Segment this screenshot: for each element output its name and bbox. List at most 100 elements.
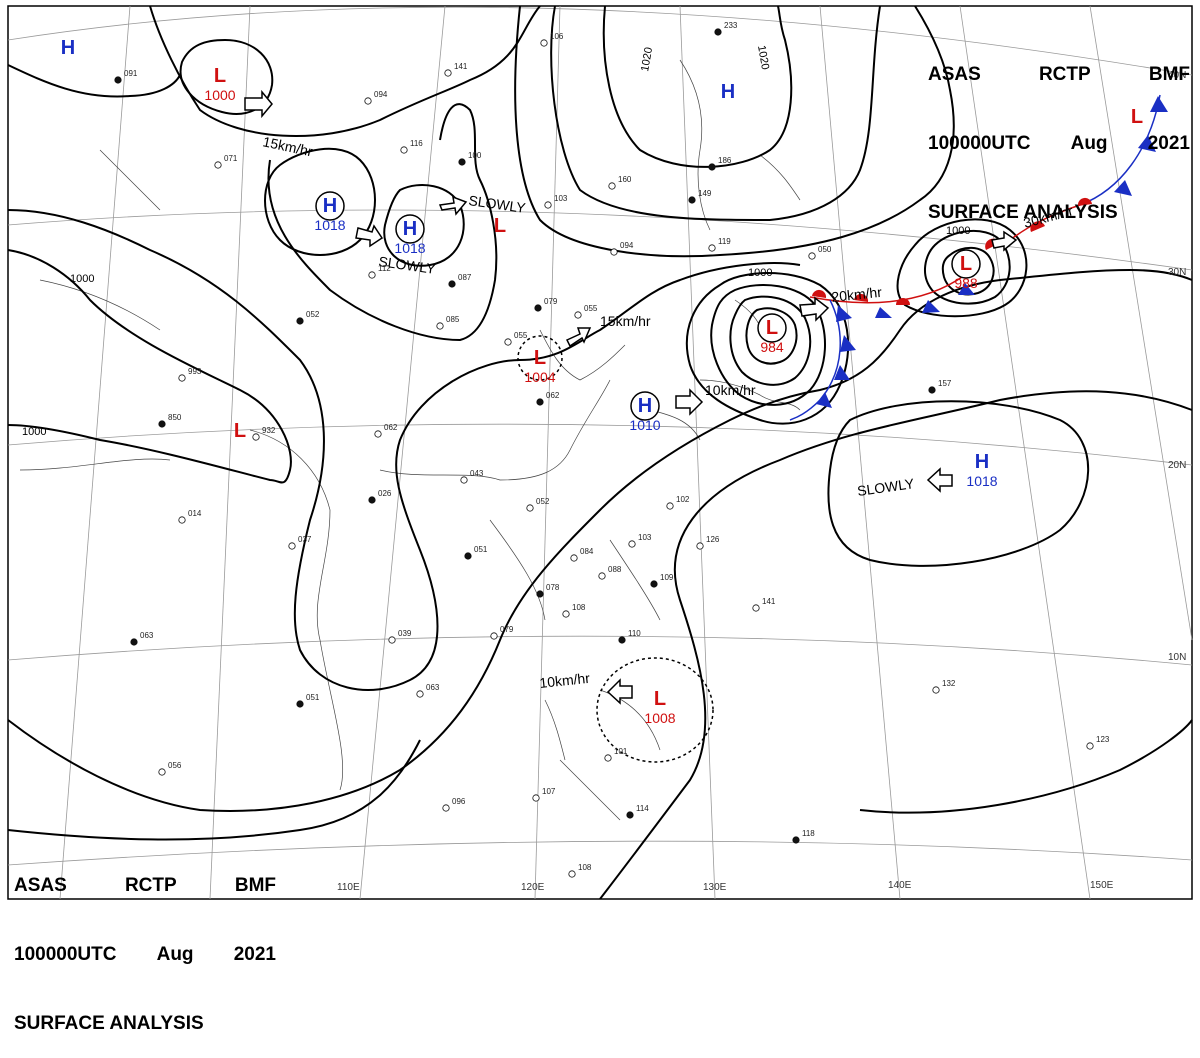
isobar-typhoon-inner-2 [745,307,798,365]
motion-label: 15km/hr [600,313,651,329]
station-pressure: 094 [620,241,634,250]
dashed-isobars [517,335,714,763]
station-dot [570,554,578,562]
station-plot: 108 [568,863,592,878]
title-year: 2021 [233,944,276,965]
station-dot [714,28,722,36]
center-pressure: 1018 [314,217,345,233]
station-dot [490,632,498,640]
station-pressure: 052 [536,497,550,506]
isobar-labels: 1000 1000 1020 1020 1000 1000 [22,44,970,438]
station-dot [666,502,674,510]
station-plot: 014 [178,509,202,524]
longitude-labels: 110E 120E 130E 140E 150E [337,880,1114,893]
isobar-h1018-middle [383,184,465,267]
station-plot: 096 [442,797,466,812]
center-symbol: H [975,451,989,473]
station-pressure: 071 [224,154,238,163]
station-dot [610,248,618,256]
station-plot: 114 [626,804,649,819]
center-symbol: L [214,65,226,87]
title-block-bottom: ASAS RCTP BMF 100000UTC Aug 2021 SURFACE… [14,828,276,1058]
fronts [789,94,1168,421]
station-dot [364,97,372,105]
station-dot [448,280,456,288]
station-plot: 103 [628,533,652,548]
motion-label: SLOWLY [468,192,528,216]
station-plot: 055 [504,331,528,346]
station-dot [792,836,800,844]
title-agency: ASAS [928,64,981,85]
isobar-north-outer [550,5,881,222]
station-pressure: 078 [546,583,560,592]
station-dot [368,496,376,504]
station-dot [296,700,304,708]
center-pressure: 988 [954,275,978,291]
low-pressure-center: L [1131,106,1143,128]
station-plot: 078 [536,583,560,598]
station-dot [628,540,636,548]
station-dot [534,304,542,312]
station-pressure: 055 [584,304,598,313]
station-dot [568,870,576,878]
latitude-labels: 40N 30N 20N 10N [1168,70,1186,663]
station-plot: 119 [708,237,731,252]
station-dot [296,317,304,325]
station-dot [374,430,382,438]
station-plot: 109 [650,573,674,588]
station-plot: 094 [610,241,634,256]
station-plot: 063 [130,631,154,646]
isobar-h1018-west [264,147,376,256]
station-dot [288,542,296,550]
station-pressure: 056 [168,761,182,770]
station-pressure: 079 [500,625,514,634]
title-time: 100000UTC [14,944,117,965]
center-symbol: L [1131,106,1143,128]
center-ring [315,191,345,221]
title-time: 100000UTC [928,133,1031,154]
center-symbol: L [234,420,246,442]
station-pressure: 094 [374,90,388,99]
center-symbol: L [494,215,506,237]
station-pressure: 126 [706,535,720,544]
isobar-southwest [7,268,1193,812]
station-plot: 101 [604,747,628,762]
latitude-label: 40N [1168,70,1186,81]
station-dot [460,476,468,484]
station-plot: 051 [464,545,488,560]
station-dot [708,244,716,252]
isobar-middle-trough [267,103,498,342]
center-symbol: L [654,688,666,710]
center-symbol: H [61,37,75,59]
isobar-south-band [7,739,421,841]
center-pressure: 984 [760,339,784,355]
station-pressure: 993 [188,367,202,376]
station-plot: 118 [792,829,815,844]
center-symbol: L [766,317,778,339]
station-plot: 102 [666,495,690,510]
station-pressure: 119 [718,237,731,246]
station-pressure: 186 [718,156,732,165]
isobar-low-1000-ring [179,38,274,115]
station-dot [688,196,696,204]
warm-front-east [1009,204,1081,241]
high-pressure-center: H [721,81,735,103]
isobar-typhoon-outer [685,272,850,425]
station-plots: 091 141 106 233 094 116 100 103 160 149 094 119 079 0… [114,21,1110,878]
station-dot [368,271,376,279]
isobar-east-low-1000 [924,229,1011,305]
isobar-typhoon-1000 [710,284,826,406]
station-plot: 088 [598,565,622,580]
station-plot: 993 [178,367,202,382]
center-ring [951,249,981,279]
station-dot [178,374,186,382]
station-dot [536,590,544,598]
station-dot [618,636,626,644]
isobar-far-southeast [859,719,1193,814]
station-pressure: 062 [384,423,398,432]
station-pressure: 062 [546,391,560,400]
station-dot [544,201,552,209]
